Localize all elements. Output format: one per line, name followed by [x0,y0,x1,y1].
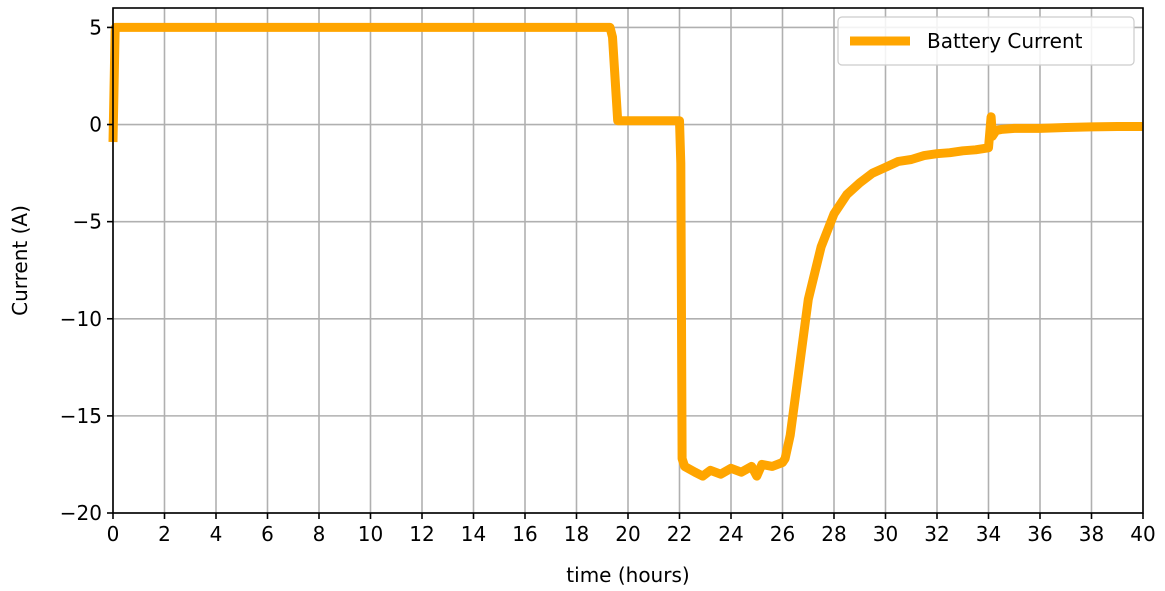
x-tick-label: 36 [1027,522,1052,546]
x-tick-label: 40 [1130,522,1155,546]
x-tick-label: 18 [564,522,589,546]
y-tick-label: 5 [89,15,102,39]
x-tick-label: 24 [718,522,743,546]
x-tick-label: 2 [158,522,171,546]
x-tick-label: 0 [107,522,120,546]
x-tick-label: 34 [976,522,1001,546]
x-tick-label: 38 [1079,522,1104,546]
tick-labels: 0 2 4 6 8 10 12 14 16 18 20 22 24 26 28 30 32 34 36 38 4050−… [60,15,1156,546]
x-tick-label: 14 [461,522,486,546]
x-tick-label: 26 [770,522,795,546]
legend-box [837,16,1135,66]
y-tick-label: −20 [60,501,102,525]
x-tick-label: 4 [210,522,223,546]
x-tick-label: 28 [821,522,846,546]
y-axis-title: Current (A) [8,205,32,316]
x-tick-label: 30 [873,522,898,546]
y-tick-label: 0 [89,113,102,137]
tick-marks [107,26,1144,519]
x-tick-label: 20 [615,522,640,546]
x-tick-label: 10 [358,522,383,546]
y-tick-label: −10 [60,307,102,331]
y-tick-label: −5 [73,210,102,234]
y-tick-label: −15 [60,404,102,428]
x-tick-label: 16 [512,522,537,546]
x-tick-label: 32 [924,522,949,546]
series-line-0 [108,22,1143,481]
grid [112,8,1144,514]
x-tick-label: 6 [261,522,274,546]
legend-label-battery-current: Battery Current [927,29,1083,53]
x-tick-label: 22 [667,522,692,546]
series-layer [108,22,1143,481]
x-tick-label: 8 [313,522,326,546]
x-tick-label: 12 [409,522,434,546]
legend: Battery Current [837,16,1135,66]
x-axis-title: time (hours) [566,563,689,587]
